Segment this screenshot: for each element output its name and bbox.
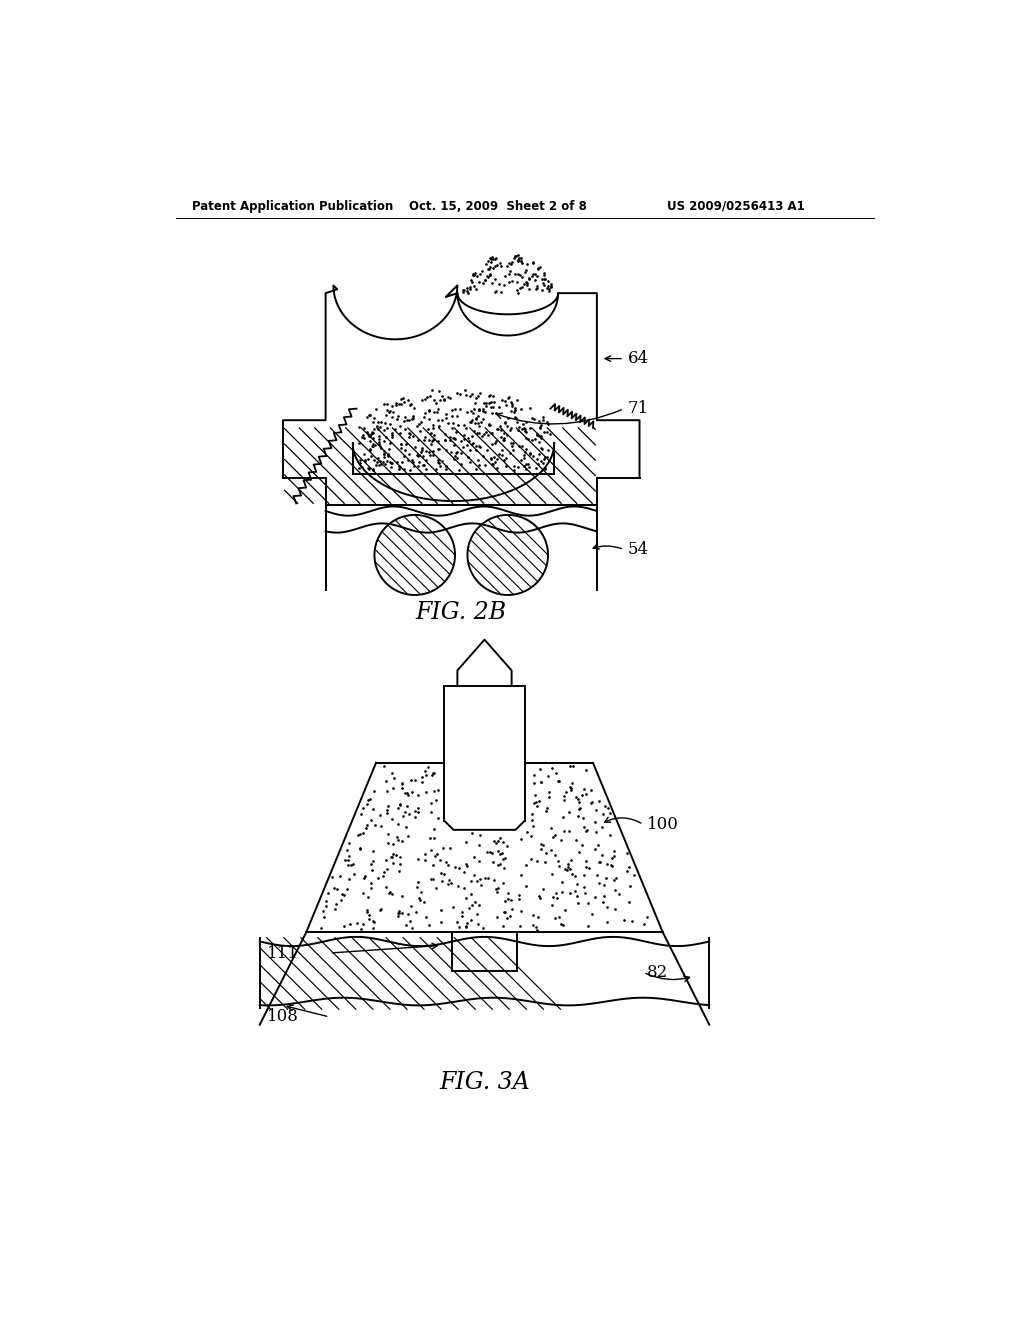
Text: 54: 54	[628, 541, 649, 558]
Text: FIG. 2B: FIG. 2B	[416, 601, 507, 624]
Text: Oct. 15, 2009  Sheet 2 of 8: Oct. 15, 2009 Sheet 2 of 8	[409, 199, 587, 213]
Text: 71: 71	[628, 400, 649, 417]
Text: 64: 64	[628, 350, 649, 367]
Text: 111: 111	[266, 945, 299, 961]
Text: FIG. 3A: FIG. 3A	[439, 1071, 529, 1094]
Text: 82: 82	[647, 964, 669, 981]
Text: 100: 100	[647, 816, 679, 833]
Text: Patent Application Publication: Patent Application Publication	[191, 199, 393, 213]
Text: US 2009/0256413 A1: US 2009/0256413 A1	[667, 199, 805, 213]
Text: 108: 108	[266, 1008, 299, 1026]
